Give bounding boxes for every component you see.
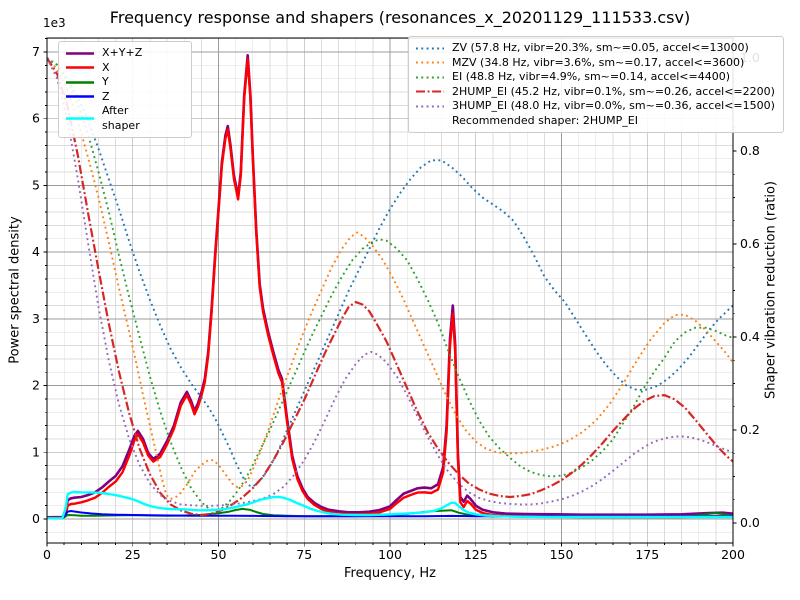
legend-entry-label: MZV (34.8 Hz, vibr=3.6%, sm~=0.17, accel… [452,55,745,69]
series-ZV [47,57,733,488]
legend-entry: EI (48.8 Hz, vibr=4.9%, sm~=0.14, accel<… [415,70,775,85]
x-tick-label: 75 [296,547,312,562]
y-left-tick-label: 4 [32,244,40,259]
legend-entry: MZV (34.8 Hz, vibr=3.6%, sm~=0.17, accel… [415,56,775,71]
chart-title: Frequency response and shapers (resonanc… [109,8,691,27]
legend-swatch-After-icon [66,117,94,120]
y-left-tick-label: 0 [32,511,40,526]
legend-entry: After shaper [65,104,183,133]
y-axis-offset-label: 1e3 [43,16,66,30]
legend-shapers: ZV (57.8 Hz, vibr=20.3%, sm~=0.05, accel… [408,36,784,133]
legend-swatch-Y-icon [66,80,94,84]
legend-entry-label: After shaper [102,104,140,132]
y-left-tick-label: 2 [32,378,40,393]
series-EI [47,57,733,512]
y-right-tick-label: 0.6 [740,236,760,251]
legend-entry-label: X+Y+Z [102,46,143,59]
legend-swatch-2HUMP-EI-icon [416,90,444,93]
y-left-tick-label: 1 [32,444,40,459]
x-tick-label: 200 [721,547,745,562]
legend-entry-label: Z [102,89,110,103]
legend-swatch-MZV-icon [416,61,444,64]
y-axis-right-label: Shaper vibration reduction (ratio) [763,181,779,399]
legend-entry: ZV (57.8 Hz, vibr=20.3%, sm~=0.05, accel… [415,41,775,56]
legend-entry: Z [65,90,183,105]
legend-swatch-ZV-icon [416,47,444,50]
legend-entry: Y [65,75,183,90]
y-left-tick-label: 6 [32,111,40,126]
legend-swatch-X-icon [66,66,94,70]
legend-entry-label: 2HUMP_EI (45.2 Hz, vibr=0.1%, sm~=0.26, … [452,84,775,98]
x-tick-label: 25 [125,547,141,562]
legend-entry-label: 3HUMP_EI (48.0 Hz, vibr=0.0%, sm~=0.36, … [452,99,775,112]
y-left-tick-label: 3 [32,311,40,326]
y-right-tick-label: 0.8 [740,143,760,158]
legend-entry-label: Y [102,75,109,88]
series-group [47,54,733,520]
series-After-shaper [47,490,733,520]
legend-entry: 2HUMP_EI (45.2 Hz, vibr=0.1%, sm~=0.26, … [415,85,775,100]
x-tick-label: 0 [43,547,51,562]
x-tick-label: 150 [550,547,574,562]
x-tick-label: 50 [211,547,227,562]
legend-note: Recommended shaper: 2HUMP_EI [452,113,638,127]
y-right-tick-label: 0.2 [740,422,760,437]
y-right-tick-label: 0.0 [740,515,760,530]
legend-swatch-Z-icon [66,95,94,99]
legend-entry-label: EI (48.8 Hz, vibr=4.9%, sm~=0.14, accel<… [452,70,730,83]
legend-psd: X+Y+Z X Y Z After shaper [58,41,192,138]
legend-entry: X [65,61,183,76]
x-tick-label: 175 [635,547,659,562]
legend-entry: 3HUMP_EI (48.0 Hz, vibr=0.0%, sm~=0.36, … [415,99,775,114]
y-left-tick-label: 5 [32,177,40,192]
legend-entry: X+Y+Z [65,46,183,61]
y-axis-left-label: Power spectral density [7,216,23,364]
y-left-tick-label: 7 [32,44,40,59]
y-right-tick-label: 0.4 [740,329,760,344]
legend-entry-label: X [102,60,110,74]
legend-swatch-3HUMP-EI-icon [416,105,444,108]
legend-entry-label: ZV (57.8 Hz, vibr=20.3%, sm~=0.05, accel… [452,41,749,54]
x-axis-label: Frequency, Hz [343,566,437,581]
x-tick-label: 100 [378,547,402,562]
series-X [47,57,733,520]
legend-swatch-X-Y-Z-icon [66,51,94,55]
x-tick-label: 125 [464,547,488,562]
legend-swatch-EI-icon [416,76,444,79]
